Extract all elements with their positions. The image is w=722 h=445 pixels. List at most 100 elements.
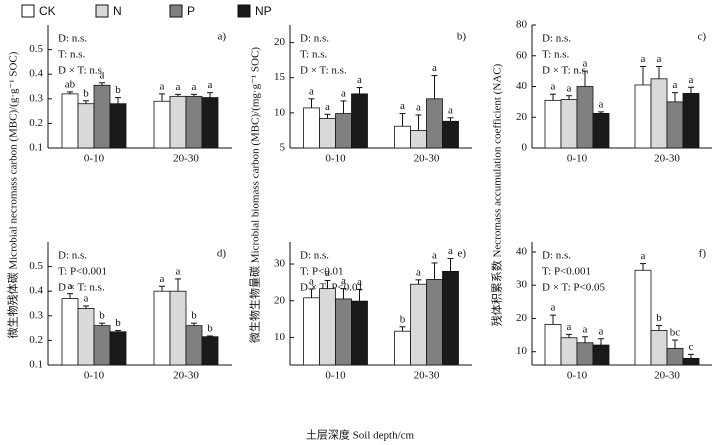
bar: NP	[201, 97, 219, 149]
significance-letter: a	[551, 302, 556, 314]
bar: P	[185, 325, 203, 366]
significance-letter: a	[192, 81, 197, 93]
stats-text: D: n.s.	[58, 250, 87, 262]
stats-text: D × T: n.s.	[542, 65, 589, 77]
stats-text: D × T: n.s.	[300, 65, 347, 77]
significance-letter: a	[416, 266, 421, 278]
bar: N	[319, 118, 336, 149]
bar: P	[666, 101, 684, 149]
bar: NP	[442, 120, 459, 149]
significance-letter: a	[567, 321, 572, 333]
bar: N	[169, 95, 187, 149]
bar: N	[650, 78, 668, 149]
bar: CK	[544, 99, 562, 149]
legend-swatch	[21, 4, 35, 18]
y-tick-label: 30	[516, 279, 528, 291]
bar: CK	[61, 93, 79, 149]
bar: CK	[634, 84, 652, 149]
significance-letter: a	[309, 276, 314, 288]
stats-text: D: n.s.	[542, 33, 571, 45]
significance-letter: a	[599, 98, 604, 110]
significance-letter: a	[689, 74, 694, 86]
bar: NP	[201, 336, 219, 366]
significance-letter: a	[432, 62, 437, 74]
legend-label: CK	[39, 4, 56, 18]
legend-label: P	[187, 4, 195, 18]
bar: NP	[592, 344, 610, 366]
significance-letter: b	[400, 313, 406, 325]
bar: CK	[153, 290, 171, 366]
y-tick-label: 0.1	[29, 142, 43, 154]
bar: P	[93, 84, 111, 149]
bar: P	[576, 342, 594, 366]
y-tick-label: 0.4	[29, 285, 43, 297]
stats-text: T: P<0.001	[542, 266, 591, 278]
y-tick-label: 0.1	[29, 359, 43, 371]
bar: N	[77, 308, 95, 366]
bar: CK	[634, 269, 652, 366]
significance-letter: a	[84, 292, 89, 304]
stats-text: D × T: n.s.	[58, 282, 105, 294]
y-tick-label: 40	[516, 80, 528, 92]
stats-text: T: P<0.01	[300, 266, 344, 278]
panel-label: c)	[697, 31, 706, 43]
bar: NP	[682, 357, 700, 366]
significance-letter: a	[176, 265, 181, 277]
panel-label: f)	[699, 248, 707, 260]
x-tick-label: 0-10	[84, 370, 105, 382]
bar: CK	[394, 125, 411, 149]
stats-text: T: P<0.001	[58, 266, 107, 278]
significance-letter: ab	[65, 78, 76, 90]
bar: N	[77, 103, 95, 149]
y-tick-label: 5	[280, 142, 286, 154]
significance-letter: a	[309, 85, 314, 97]
bar: CK	[544, 324, 562, 366]
stats-text: D: n.s.	[300, 250, 329, 262]
bar: NP	[109, 331, 127, 366]
bar: N	[560, 337, 578, 366]
y-tick-label: 30	[274, 258, 286, 270]
y-tick-label: 10	[274, 106, 286, 118]
bar: N	[319, 288, 336, 366]
significance-letter: a	[160, 273, 165, 285]
bar: P	[666, 347, 684, 366]
significance-letter: b	[191, 310, 197, 322]
significance-letter: c	[689, 341, 694, 353]
significance-letter: a	[673, 79, 678, 91]
x-tick-label: 20-30	[414, 370, 440, 382]
significance-letter: a	[583, 323, 588, 335]
legend-label: NP	[255, 4, 272, 18]
significance-letter: a	[432, 249, 437, 261]
y-tick-label: 10	[274, 331, 286, 343]
bar: P	[335, 113, 352, 149]
bar: NP	[682, 93, 700, 149]
significance-letter: a	[160, 80, 165, 92]
stats-text: T: n.s.	[300, 49, 328, 61]
x-axis-label: 土层深度 Soil depth/cm	[306, 428, 415, 442]
bar: P	[93, 325, 111, 366]
significance-letter: a	[341, 87, 346, 99]
significance-letter: a	[567, 82, 572, 94]
significance-letter: a	[325, 267, 330, 279]
y-tick-label: 0.5	[29, 260, 43, 272]
significance-letter: a	[68, 280, 73, 292]
significance-letter: b	[115, 84, 121, 96]
panel-label: b)	[457, 31, 467, 43]
significance-letter: b	[207, 323, 213, 335]
bar: NP	[109, 103, 127, 149]
significance-letter: b	[115, 317, 121, 329]
significance-letter: a	[599, 325, 604, 337]
significance-letter: b	[83, 87, 89, 99]
significance-letter: a	[416, 101, 421, 113]
significance-letter: a	[551, 81, 556, 93]
y-tick-label: 20	[274, 294, 286, 306]
stats-text: D × T: P<0.01	[300, 282, 363, 294]
x-tick-label: 0-10	[567, 370, 588, 382]
bar: CK	[303, 297, 320, 366]
bar: N	[169, 290, 187, 366]
bar: N	[560, 99, 578, 149]
y-tick-label: 15	[274, 71, 286, 83]
significance-letter: b	[99, 310, 105, 322]
significance-letter: a	[641, 53, 646, 65]
